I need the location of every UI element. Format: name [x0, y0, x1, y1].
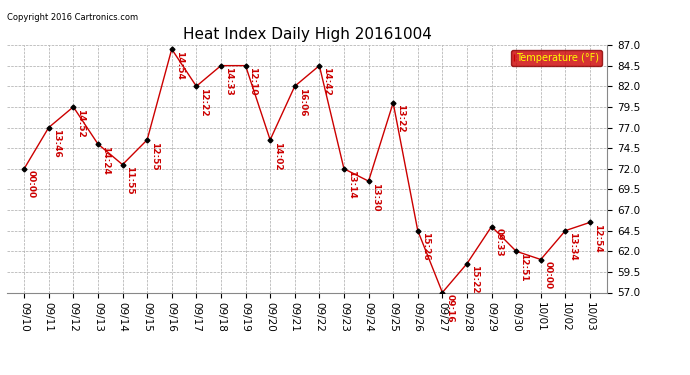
- Text: 12:22: 12:22: [199, 88, 208, 117]
- Text: 13:22: 13:22: [396, 104, 405, 133]
- Text: 15:22: 15:22: [470, 265, 479, 294]
- Text: 13:30: 13:30: [371, 183, 380, 211]
- Text: 14:33: 14:33: [224, 67, 233, 96]
- Text: 14:54: 14:54: [175, 51, 184, 80]
- Text: 09:16: 09:16: [445, 294, 454, 323]
- Text: 14:24: 14:24: [101, 146, 110, 174]
- Text: 00:00: 00:00: [544, 261, 553, 289]
- Text: 13:14: 13:14: [347, 170, 356, 199]
- Text: 16:06: 16:06: [297, 88, 306, 116]
- Text: Copyright 2016 Cartronics.com: Copyright 2016 Cartronics.com: [7, 13, 138, 22]
- Text: 15:26: 15:26: [421, 232, 430, 261]
- Text: 11:55: 11:55: [126, 166, 135, 195]
- Text: 14:52: 14:52: [77, 108, 86, 137]
- Text: 00:00: 00:00: [27, 170, 36, 198]
- Text: 12:10: 12:10: [248, 67, 257, 96]
- Title: Heat Index Daily High 20161004: Heat Index Daily High 20161004: [183, 27, 431, 42]
- Legend: Temperature (°F): Temperature (°F): [511, 50, 602, 66]
- Text: 09:33: 09:33: [495, 228, 504, 257]
- Text: 12:55: 12:55: [150, 141, 159, 170]
- Text: 12:51: 12:51: [519, 253, 528, 282]
- Text: 13:34: 13:34: [569, 232, 578, 261]
- Text: 14:42: 14:42: [322, 67, 331, 96]
- Text: 12:54: 12:54: [593, 224, 602, 253]
- Text: 13:46: 13:46: [52, 129, 61, 158]
- Text: 14:02: 14:02: [273, 141, 282, 170]
